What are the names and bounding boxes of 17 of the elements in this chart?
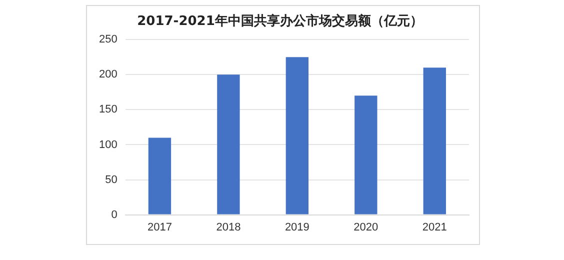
y-tick-label: 100 bbox=[98, 138, 118, 151]
x-tick-label: 2019 bbox=[284, 221, 310, 234]
y-tick-label: 50 bbox=[105, 174, 118, 186]
bar bbox=[423, 68, 446, 214]
bar bbox=[286, 57, 309, 214]
bar bbox=[148, 138, 172, 214]
bar bbox=[217, 74, 240, 214]
y-tick-label: 150 bbox=[98, 104, 118, 116]
x-tick-label: 2017 bbox=[147, 221, 172, 234]
x-tick-label: 2021 bbox=[422, 221, 447, 234]
x-tick-label: 2018 bbox=[216, 221, 241, 234]
y-tick-label: 200 bbox=[98, 68, 118, 81]
bar bbox=[354, 96, 378, 214]
chart-title: 2017-2021年中国共享办公市场交易额（亿元） bbox=[137, 13, 423, 30]
x-tick-label: 2020 bbox=[354, 221, 378, 234]
y-tick-label: 250 bbox=[98, 34, 118, 46]
y-tick-label: 0 bbox=[111, 208, 118, 221]
